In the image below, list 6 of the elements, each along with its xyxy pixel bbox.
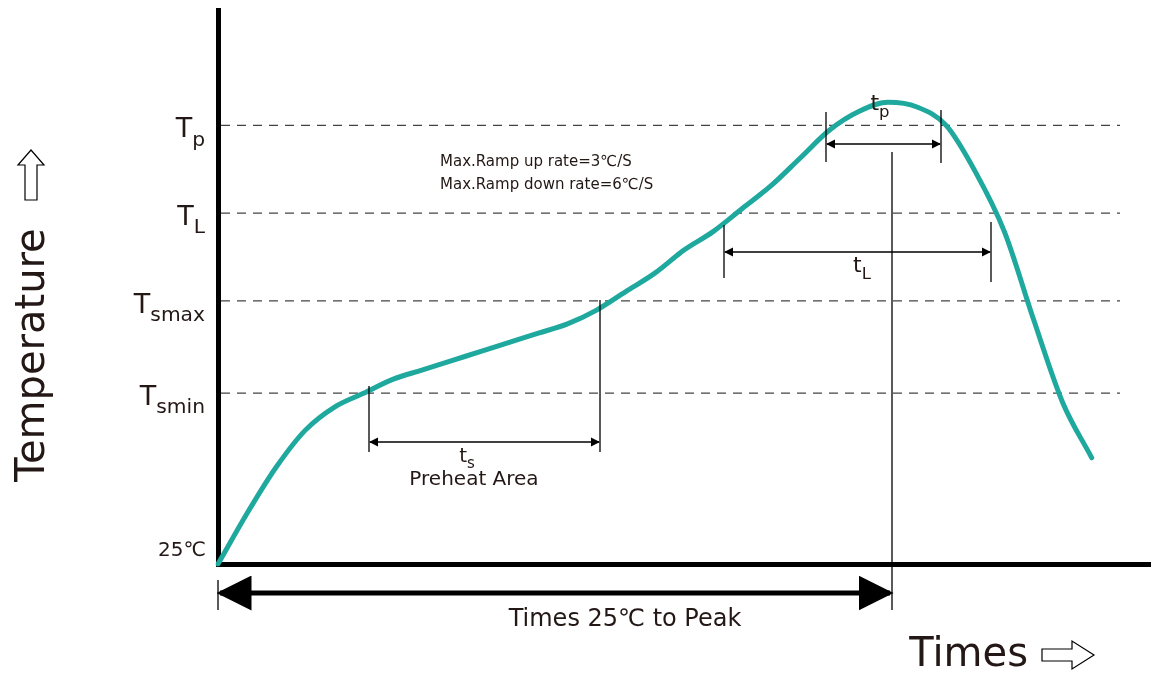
x-axis-title: Times	[908, 629, 1028, 675]
y-axis-title: Temperature	[7, 228, 53, 483]
text: 25℃	[158, 537, 207, 561]
annotation: Max.Ramp up rate=3℃/S	[440, 152, 632, 170]
text: Times 25℃ to Peak	[507, 604, 742, 632]
annotation: Max.Ramp down rate=6℃/S	[440, 175, 654, 193]
